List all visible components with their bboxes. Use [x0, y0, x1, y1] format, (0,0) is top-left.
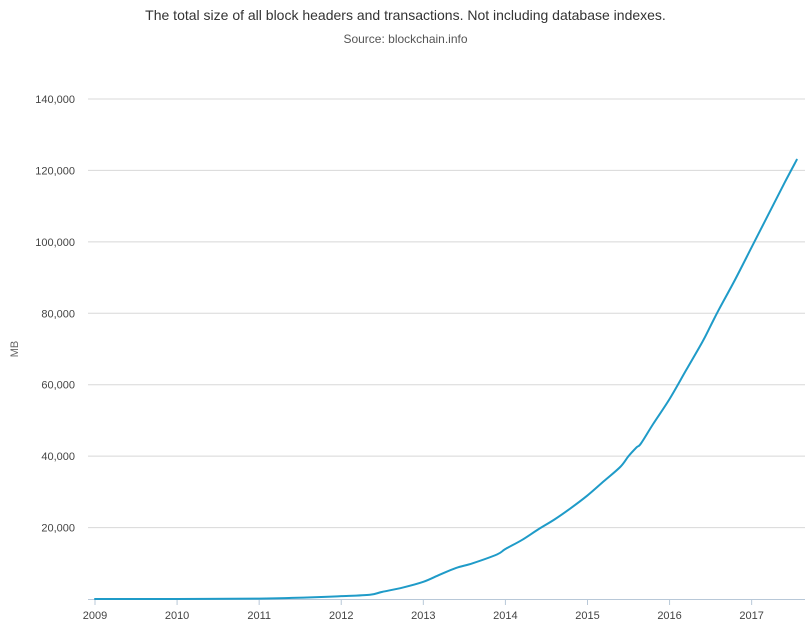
x-tick-label: 2014	[493, 610, 517, 622]
y-axis-label: MB	[9, 341, 21, 358]
y-tick-label: 40,000	[41, 451, 75, 463]
x-tick-label: 2012	[329, 610, 353, 622]
x-tick-label: 2013	[411, 610, 435, 622]
y-tick-label: 60,000	[41, 380, 75, 392]
y-tick-label: 100,000	[35, 237, 75, 249]
y-tick-label: 120,000	[35, 165, 75, 177]
gridlines	[88, 98, 805, 529]
x-tick-label: 2016	[657, 610, 681, 622]
series-line	[94, 158, 798, 601]
chart-subtitle: Source: blockchain.info	[343, 32, 468, 46]
x-tick-label: 2009	[83, 610, 107, 622]
y-tick-label: 140,000	[35, 94, 75, 106]
x-tick-label: 2010	[165, 610, 189, 622]
chart-title: The total size of all block headers and …	[145, 7, 666, 23]
x-tick-label: 2011	[247, 610, 271, 622]
x-tick-label: 2017	[739, 610, 763, 622]
y-axis-tick-labels: 20,000 40,000 60,000 80,000 100,000 120,000 14…	[35, 94, 75, 535]
x-axis-tick-labels: 2009 2010 2011 2012 2013 2014 2015 2016 2017	[83, 610, 764, 622]
y-tick-label: 80,000	[41, 308, 75, 320]
x-tick-label: 2015	[575, 610, 599, 622]
y-tick-label: 20,000	[41, 523, 75, 535]
